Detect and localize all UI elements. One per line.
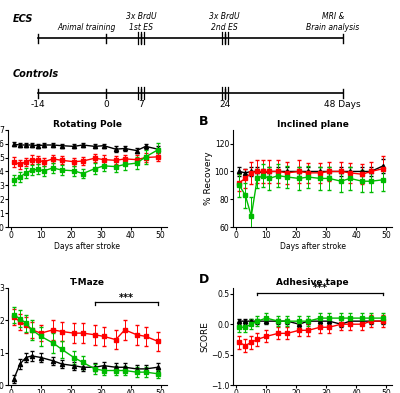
Y-axis label: % Recovery: % Recovery — [204, 152, 213, 205]
Title: Inclined plane: Inclined plane — [277, 120, 348, 129]
Text: ***: *** — [313, 283, 328, 293]
Text: D: D — [198, 273, 209, 286]
Text: 3x BrdU
1st ES: 3x BrdU 1st ES — [126, 13, 156, 32]
X-axis label: Days after stroke: Days after stroke — [54, 242, 120, 251]
X-axis label: Days after stroke: Days after stroke — [280, 242, 346, 251]
Text: B: B — [198, 115, 208, 128]
Text: 48 Days: 48 Days — [324, 100, 361, 109]
Legend: Controls, ECS, Sham: Controls, ECS, Sham — [399, 129, 400, 169]
Text: ***: *** — [119, 293, 134, 303]
Text: 3x BrdU
2nd ES: 3x BrdU 2nd ES — [209, 13, 240, 32]
Title: Adhesive tape: Adhesive tape — [276, 278, 349, 287]
Text: Controls: Controls — [13, 69, 59, 79]
Text: Animal training: Animal training — [57, 23, 116, 32]
Text: MRI &
Brain analysis: MRI & Brain analysis — [306, 13, 360, 32]
Title: Rotating Pole: Rotating Pole — [53, 120, 122, 129]
Text: -14: -14 — [30, 100, 45, 109]
Text: 24: 24 — [219, 100, 230, 109]
Text: 7: 7 — [138, 100, 144, 109]
Title: T-Maze: T-Maze — [70, 278, 105, 287]
Text: 0: 0 — [104, 100, 109, 109]
Text: ECS: ECS — [13, 14, 33, 24]
Y-axis label: SCORE: SCORE — [200, 321, 209, 352]
